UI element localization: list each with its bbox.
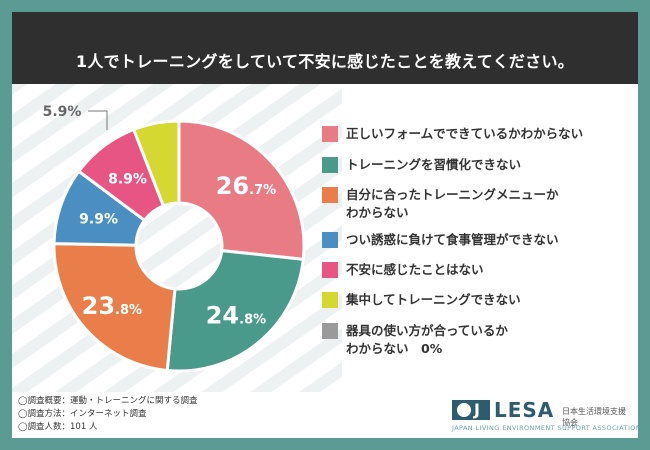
logo-mark-letter: J [474, 400, 480, 419]
legend-label: トレーニングを習慣化できない [346, 157, 522, 172]
logo-english-name: JAPAN LIVING ENVIRONMENT SUPPORT ASSOCIA… [452, 424, 638, 432]
logo-mark: J [452, 400, 490, 420]
survey-notes: ◯調査概要：運動・トレーニングに関する調査 ◯調査方法：インターネット調査 ◯調… [18, 395, 198, 434]
legend-item: つい誘惑に負けて食事管理ができない [322, 231, 559, 249]
donut-slice [177, 119, 306, 261]
data-label: 26.7% [216, 172, 276, 200]
note-line: ◯調査方法：インターネット調査 [18, 409, 147, 419]
donut-chart: 26.7% 24.8% 23.8% 9.9% 8.9% 5.9% [43, 104, 306, 373]
legend-label: 集中してトレーニングできない [346, 292, 521, 307]
legend-item: 器具の使い方が合っているか わからない 0% [322, 322, 508, 358]
legend-item: 正しいフォームでできているかわからない [322, 125, 583, 143]
logo-name: LESA [494, 398, 555, 422]
legend-label: 正しいフォームでできているかわからない [346, 126, 584, 141]
title-bar [12, 12, 638, 84]
legend-swatch [322, 157, 338, 173]
legend-label: 不安に感じたことはない [346, 262, 484, 277]
lesa-logo: J LESA 日本生活環境支援協会 JAPAN LIVING ENVIRONME… [452, 398, 638, 432]
logo-dot-icon [457, 403, 471, 417]
donut-slice [165, 248, 305, 373]
donut-slice [52, 242, 177, 373]
donut-slice [131, 119, 181, 208]
legend-label: 器具の使い方が合っているか わからない 0% [346, 323, 508, 356]
legend-item: 集中してトレーニングできない [322, 291, 521, 309]
legend-label: 自分に合ったトレーニングメニューか わからない [346, 187, 559, 220]
leader-line [88, 110, 108, 130]
legend-swatch [322, 292, 338, 308]
legend-item: トレーニングを習慣化できない [322, 156, 521, 174]
note-line: ◯調査概要：運動・トレーニングに関する調査 [18, 396, 198, 406]
legend-swatch [322, 126, 338, 142]
panel: 1人でトレーニングをしていて不安に感じたことを教えてください。 26.7% 24.… [12, 12, 638, 438]
legend-label: つい誘惑に負けて食事管理ができない [346, 232, 559, 247]
data-label: 5.9% [43, 104, 82, 120]
data-label: 23.8% [82, 292, 142, 320]
legend-item: 自分に合ったトレーニングメニューか わからない [322, 186, 559, 222]
legend-swatch [322, 262, 338, 278]
legend-swatch [322, 187, 338, 203]
note-line: ◯調査人数：101 人 [18, 422, 98, 432]
data-label: 8.9% [108, 171, 147, 187]
logo-japanese-name: 日本生活環境支援協会 [562, 407, 626, 427]
legend-swatch [322, 232, 338, 248]
chart-title: 1人でトレーニングをしていて不安に感じたことを教えてください。 [75, 52, 575, 71]
legend-swatch [322, 323, 338, 339]
data-label: 24.8% [206, 302, 266, 330]
legend-item: 不安に感じたことはない [322, 261, 484, 279]
data-label: 9.9% [79, 211, 118, 227]
